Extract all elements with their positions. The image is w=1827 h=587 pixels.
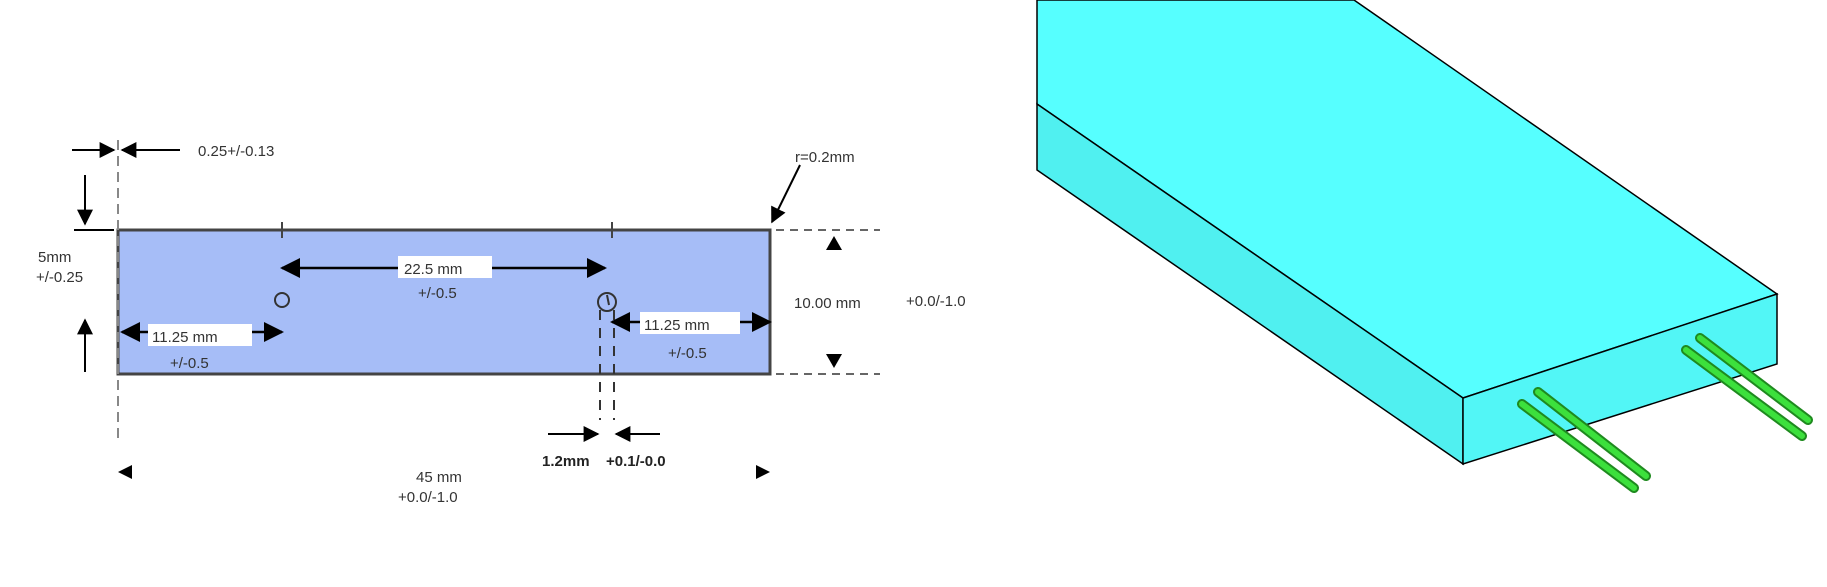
radius-label: r=0.2mm: [795, 149, 855, 166]
hole-spacing-label: 22.5 mm: [404, 261, 462, 278]
hole-mark: [606, 294, 610, 306]
hole-dia-label: 1.2mm: [542, 453, 590, 470]
half-height-label: 5mm: [38, 249, 71, 266]
plate-drawing-2d: 0.25+/-0.13 r=0.2mm 5mm +/-0.25 22.5 mm …: [36, 140, 966, 506]
left-hole: [274, 292, 290, 308]
right-hole: [597, 292, 617, 312]
left-hole-label: 11.25 mm: [152, 329, 218, 346]
plate-outline: [116, 228, 772, 376]
height-arrow-top: [826, 236, 842, 250]
length-label: 45 mm: [416, 469, 462, 486]
pin-pair-left: [1517, 387, 1651, 493]
length-arrow-left: [118, 465, 132, 479]
left-hole-tol: +/-0.5: [170, 355, 209, 372]
length-tol: +0.0/-1.0: [398, 489, 458, 506]
length-arrow-right: [756, 465, 770, 479]
height-arrow-bottom: [826, 354, 842, 368]
pin-pair-right: [1681, 333, 1813, 441]
edge-offset-label: 0.25+/-0.13: [198, 143, 274, 160]
radius-leader: [771, 164, 801, 224]
hole-spacing-tol: +/-0.5: [418, 285, 457, 302]
height-label: 10.00 mm: [794, 295, 861, 312]
slab-model-3d: [1036, 0, 1813, 493]
half-height-tol: +/-0.25: [36, 269, 83, 286]
right-hole-tol: +/-0.5: [668, 345, 707, 362]
hole-dia-tol: +0.1/-0.0: [606, 453, 666, 470]
right-hole-label: 11.25 mm: [644, 317, 710, 334]
height-tol: +0.0/-1.0: [906, 293, 966, 310]
